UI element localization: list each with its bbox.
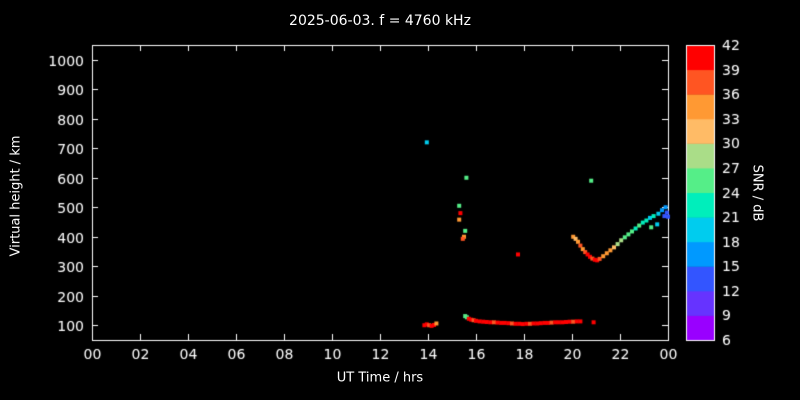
y-axis-label: Virtual height / km [8, 135, 24, 257]
chart-title: 2025-06-03. f = 4760 kHz [289, 13, 471, 29]
x-axis-label: UT Time / hrs [336, 370, 424, 386]
colorbar-label: SNR / dB [749, 164, 765, 222]
